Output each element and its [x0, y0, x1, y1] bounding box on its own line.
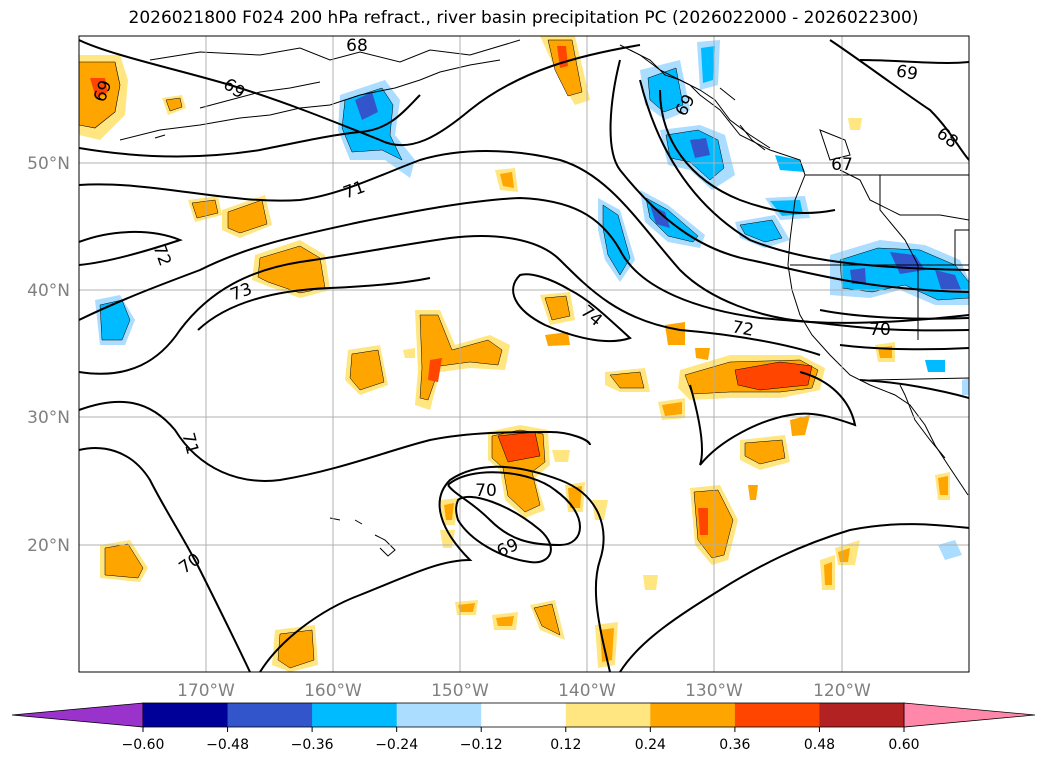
colorbar-left-extension	[11, 702, 144, 728]
colorbar-cell	[396, 703, 482, 727]
colorbar: −0.60 −0.48 −0.36 −0.24 −0.12 0.12 0.24 0.36 0.4…	[11, 702, 1036, 753]
lon-label: 170°W	[177, 681, 235, 701]
lat-label: 40°N	[27, 281, 70, 301]
colorbar-frame	[142, 702, 905, 728]
lat-label: 30°N	[27, 408, 70, 428]
contour-label: 70	[475, 481, 497, 501]
lon-label: 160°W	[304, 681, 362, 701]
contour-67	[659, 89, 836, 214]
colorbar-cell	[312, 703, 398, 727]
contour-label: 72	[730, 317, 755, 340]
contour-70-se	[819, 309, 969, 320]
colorbar-cell	[565, 703, 651, 727]
contour-68-east	[609, 59, 969, 293]
colorbar-tick-label: −0.60	[122, 737, 165, 753]
colorbar-tick-label: −0.12	[460, 737, 503, 753]
colorbar-tick-label: 0.24	[635, 737, 666, 753]
lon-label: 130°W	[685, 681, 743, 701]
longitude-labels: 170°W 160°W 150°W 140°W 130°W 120°W	[177, 681, 871, 701]
contour-70-mid	[259, 465, 611, 672]
contour-71-se	[839, 344, 969, 351]
contour-69-ne	[859, 59, 969, 64]
contour-73	[79, 235, 821, 375]
map-panel	[79, 36, 969, 672]
contour-71-loop	[197, 277, 431, 331]
contour-70-east	[689, 371, 857, 466]
colorbar-tick-label: −0.36	[291, 737, 334, 753]
contour-label: 67	[831, 155, 853, 175]
lat-label: 50°N	[27, 154, 70, 174]
contour-68-ne	[829, 39, 969, 161]
colorbar-cell	[734, 703, 820, 727]
contour-70-west	[79, 447, 251, 672]
colorbar-cell	[227, 703, 313, 727]
colorbar-cell	[481, 703, 567, 727]
contour-70-north	[79, 94, 421, 158]
lon-label: 150°W	[431, 681, 489, 701]
contour-70-south	[619, 523, 969, 672]
map-border	[78, 35, 970, 673]
colorbar-tick-label: 0.36	[719, 737, 750, 753]
coastlines	[119, 39, 969, 557]
colorbar-tick-label: −0.24	[375, 737, 418, 753]
colorbar-right-extension	[903, 702, 1036, 728]
gridlines	[79, 36, 969, 672]
map-title: 2026021800 F024 200 hPa refract., river …	[128, 8, 919, 28]
contour-71-south	[79, 400, 591, 482]
colorbar-cell	[143, 703, 229, 727]
colorbar-cell	[819, 703, 905, 727]
contour-69-north	[79, 39, 641, 147]
lon-label: 120°W	[813, 681, 871, 701]
lon-label: 140°W	[558, 681, 616, 701]
contour-label: 70	[869, 320, 891, 340]
lat-label: 20°N	[27, 536, 70, 556]
latitude-labels: 50°N 40°N 30°N 20°N	[27, 154, 70, 556]
contour-label: 68	[346, 36, 368, 56]
contour-72-west	[79, 230, 183, 266]
contour-74	[512, 273, 632, 343]
colorbar-tick-label: 0.60	[888, 737, 919, 753]
colorbar-tick-label: −0.48	[206, 737, 249, 753]
contour-70-loop	[447, 471, 581, 547]
refractivity-contours	[79, 39, 969, 672]
colorbar-tick-label: 0.12	[550, 737, 581, 753]
contour-69-east	[639, 79, 969, 271]
contour-72	[79, 196, 969, 324]
contour-72-se	[859, 379, 969, 399]
colorbar-tick-label: 0.48	[804, 737, 835, 753]
contour-label: 69	[894, 61, 919, 84]
colorbar-cell	[650, 703, 736, 727]
contour-69-loop	[455, 495, 552, 564]
